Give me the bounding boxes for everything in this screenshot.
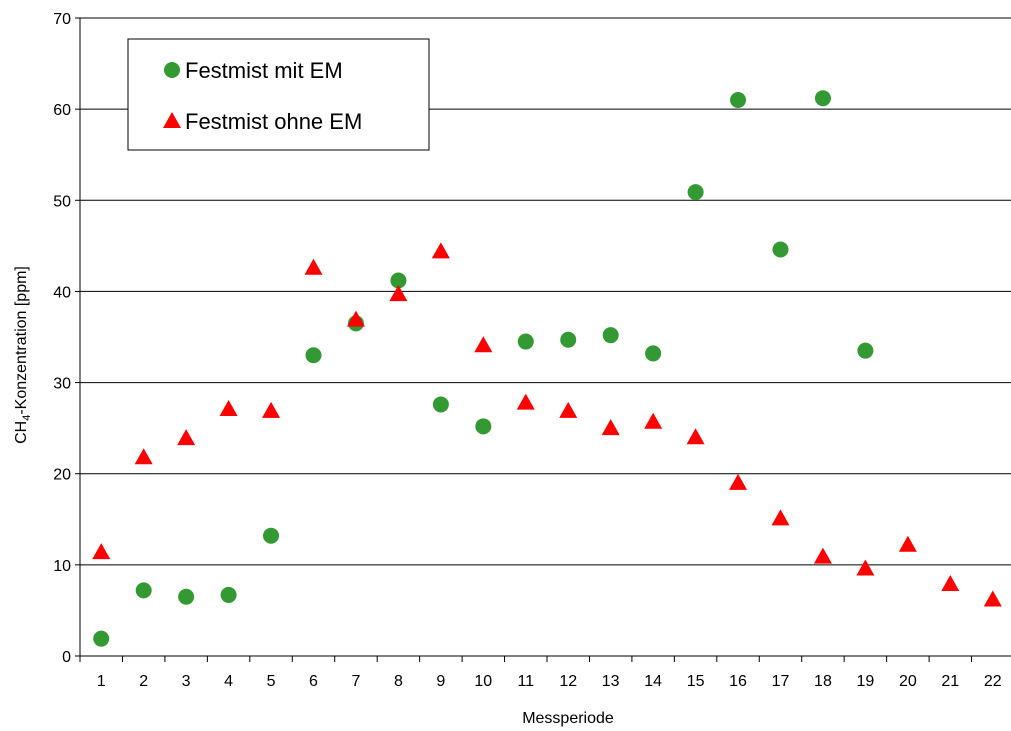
point-mit-em-10	[475, 418, 492, 435]
point-mit-em-17	[772, 241, 789, 258]
point-mit-em-1	[93, 630, 110, 647]
legend-label-festmist-mit-em: Festmist mit EM	[185, 58, 343, 83]
x-tick-label: 4	[224, 673, 233, 690]
x-tick-label: 19	[857, 673, 875, 690]
y-axis-label-rest: -Konzentration [ppm]	[13, 266, 30, 415]
x-tick-label: 3	[182, 673, 191, 690]
x-tick-label: 17	[772, 673, 790, 690]
y-axis-label-subscript: 4	[21, 415, 33, 421]
x-tick-labels: 1 2 3 4 5 6 7 8 9 10 11 12 13 14 15 16 17 18 19 20 21 22	[97, 673, 1002, 690]
point-ohne-em-20	[898, 535, 917, 552]
point-ohne-em-18	[813, 547, 832, 564]
legend-box	[127, 38, 430, 151]
x-tick-label: 18	[814, 673, 832, 690]
x-tick-label: 14	[644, 673, 662, 690]
x-tick-label: 1	[97, 673, 106, 690]
point-mit-em-13	[602, 327, 619, 344]
y-axis-label: CH4-Konzentration [ppm]	[13, 266, 33, 444]
y-tick-label: 0	[62, 649, 71, 666]
y-tick-label: 60	[53, 102, 71, 119]
point-ohne-em-8	[389, 285, 408, 302]
point-mit-em-18	[814, 90, 831, 107]
point-mit-em-9	[432, 396, 449, 413]
point-ohne-em-4	[219, 400, 238, 417]
point-ohne-em-21	[941, 574, 960, 591]
x-tick-label: 12	[559, 673, 577, 690]
point-ohne-em-10	[474, 336, 493, 353]
legend: Festmist mit EM Festmist ohne EM	[127, 38, 430, 151]
point-mit-em-11	[517, 333, 534, 350]
legend-marker-triangle	[163, 112, 181, 128]
y-axis-label-main: CH	[13, 421, 30, 444]
y-tick-label: 30	[53, 376, 71, 393]
x-tick-label: 9	[436, 673, 445, 690]
x-tick-label: 13	[602, 673, 620, 690]
x-tick-label: 11	[517, 673, 534, 690]
x-tick-label: 8	[394, 673, 403, 690]
x-tick-label: 21	[941, 673, 959, 690]
point-mit-em-4	[220, 586, 237, 603]
point-ohne-em-5	[262, 401, 281, 418]
point-ohne-em-19	[856, 559, 875, 576]
legend-item-festmist-mit-em: Festmist mit EM	[164, 58, 343, 83]
point-ohne-em-22	[983, 590, 1002, 607]
x-tick-label: 7	[352, 673, 361, 690]
point-mit-em-2	[135, 582, 152, 599]
point-mit-em-3	[178, 588, 195, 605]
point-ohne-em-14	[644, 412, 663, 429]
point-mit-em-15	[687, 184, 704, 201]
data-points	[92, 90, 1002, 647]
point-ohne-em-15	[686, 428, 705, 445]
x-tick-label: 5	[267, 673, 276, 690]
x-tick-label: 2	[139, 673, 148, 690]
point-ohne-em-11	[516, 393, 535, 410]
point-mit-em-16	[730, 92, 747, 109]
point-mit-em-5	[263, 527, 280, 544]
point-mit-em-19	[857, 342, 874, 359]
x-tick-label: 16	[729, 673, 747, 690]
point-ohne-em-13	[601, 419, 620, 436]
point-ohne-em-9	[431, 242, 450, 259]
y-tick-label: 40	[53, 284, 71, 301]
y-tick-label: 20	[53, 467, 71, 484]
point-ohne-em-6	[304, 258, 323, 275]
point-mit-em-14	[645, 345, 662, 362]
x-axis-label: Messperiode	[522, 710, 614, 727]
x-tick-label: 22	[984, 673, 1002, 690]
point-ohne-em-17	[771, 509, 790, 526]
y-tick-labels: 0 10 20 30 40 50 60 70	[53, 11, 71, 666]
point-ohne-em-16	[729, 473, 748, 490]
legend-item-festmist-ohne-em: Festmist ohne EM	[163, 109, 362, 134]
point-ohne-em-7	[346, 310, 365, 327]
point-mit-em-12	[560, 331, 577, 348]
y-tick-label: 70	[53, 11, 71, 28]
y-tick-label: 10	[53, 558, 71, 575]
x-tick-label: 6	[309, 673, 318, 690]
axes	[75, 17, 1011, 662]
legend-label-festmist-ohne-em: Festmist ohne EM	[185, 109, 362, 134]
point-ohne-em-2	[134, 448, 153, 465]
point-mit-em-6	[305, 347, 322, 364]
point-ohne-em-3	[177, 429, 196, 446]
point-mit-em-8	[390, 272, 407, 289]
x-tick-label: 10	[474, 673, 492, 690]
point-ohne-em-12	[559, 401, 578, 418]
x-tick-label: 15	[687, 673, 705, 690]
x-tick-label: 20	[899, 673, 917, 690]
point-ohne-em-1	[92, 543, 111, 560]
y-tick-label: 50	[53, 193, 71, 210]
legend-marker-circle	[164, 62, 180, 78]
